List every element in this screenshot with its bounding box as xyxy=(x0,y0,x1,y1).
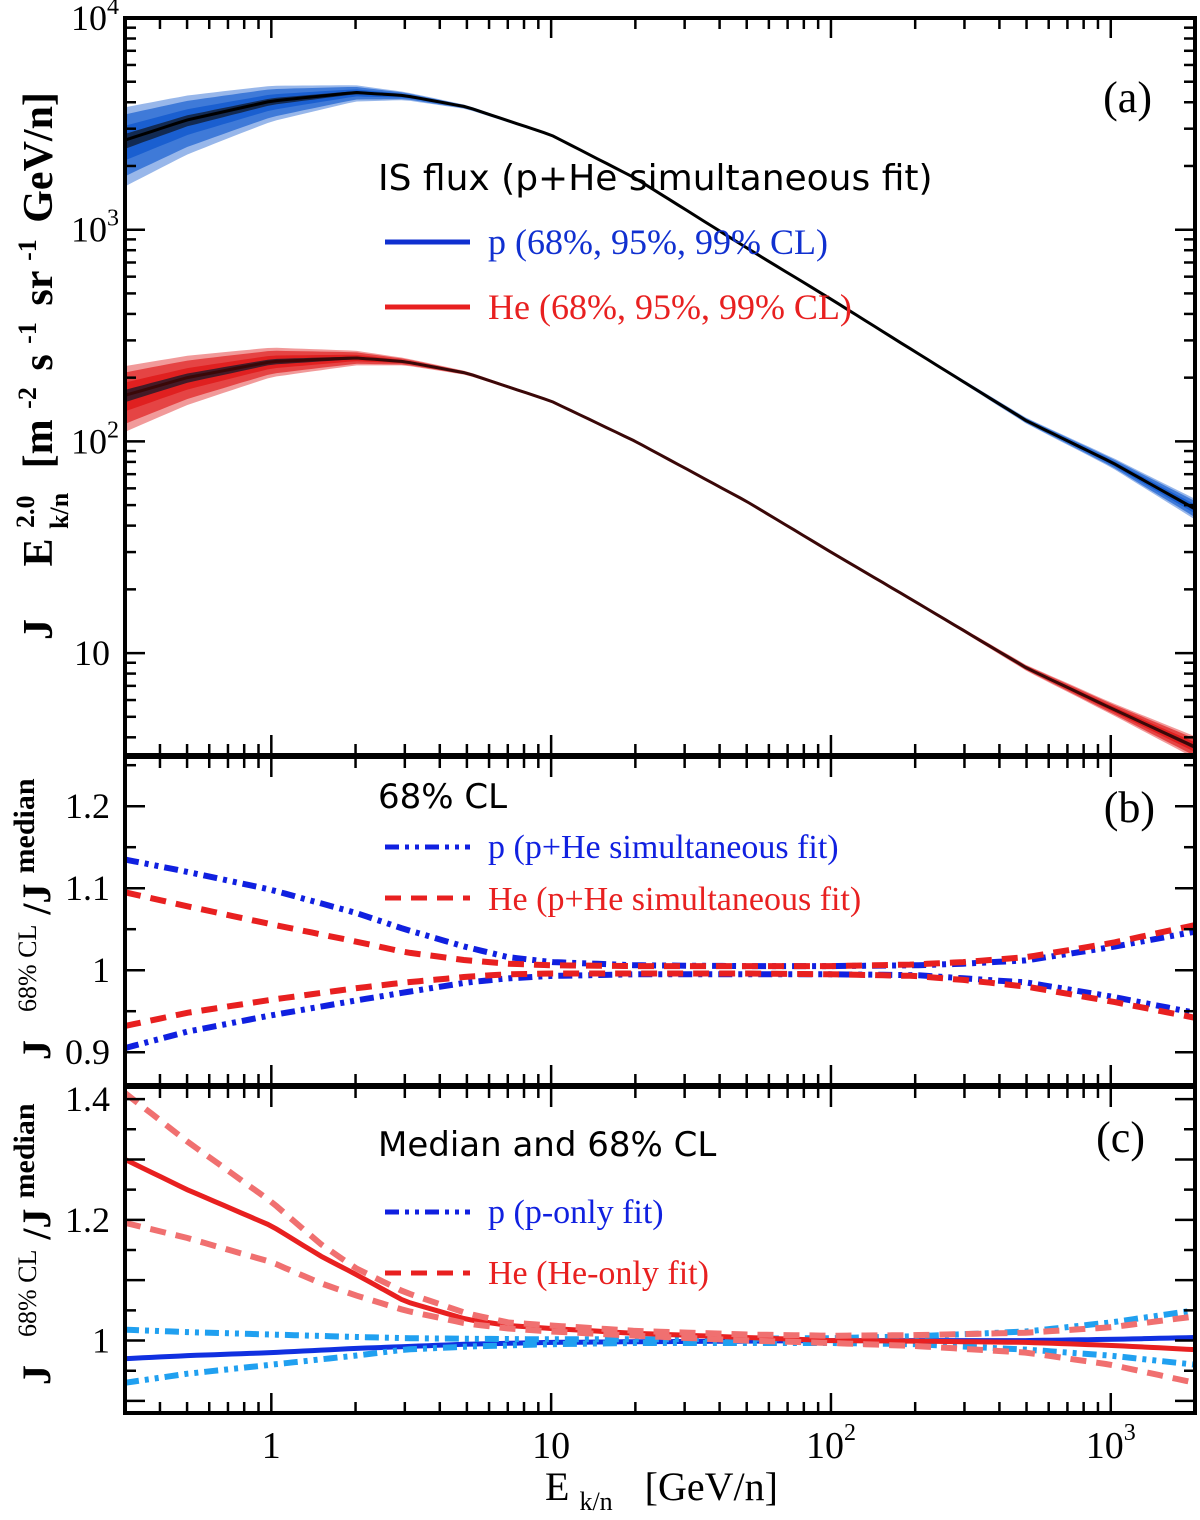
panel-c-ylabel: J 68% CL /J median xyxy=(0,1103,59,1385)
y-tick-label: 1.1 xyxy=(65,868,110,908)
panel-c-p-lower-line xyxy=(125,1340,1195,1386)
y-tick-label: 103 xyxy=(71,206,119,250)
x-tick-label: 102 xyxy=(806,1420,856,1467)
panel-c-p-upper-line xyxy=(125,1307,1195,1343)
x-tick-label: 10 xyxy=(532,1425,570,1467)
panel-c-legend: p (p-only fit) He (He-only fit) xyxy=(385,1194,709,1292)
panel-c-he-lower-line xyxy=(125,1219,1195,1386)
legend-p-only-label: p (p-only fit) xyxy=(488,1194,664,1231)
legend-p-sim-label: p (p+He simultaneous fit) xyxy=(488,829,839,866)
panel-a-title: IS flux (p+He simultaneous fit) xyxy=(378,158,933,199)
y-tick-label: 1 xyxy=(92,1321,110,1361)
p-band-95cl xyxy=(125,87,1195,518)
y-tick-label: 1.2 xyxy=(65,786,110,826)
x-tick-labels: 1 10 102 103 xyxy=(262,1420,1136,1467)
y-tick-label: 1 xyxy=(92,950,110,990)
panel-a-legend: p (68%, 95%, 99% CL) He (68%, 95%, 99% C… xyxy=(385,222,852,327)
x-axis-label: E k/n [GeV/n] xyxy=(545,1464,778,1519)
panel-c-frame xyxy=(123,1085,1197,1415)
he-median-line xyxy=(125,356,1195,749)
panel-b-plot-area: 0.9 1 1.1 1.2 xyxy=(65,757,1197,1085)
panel-a-ylabel: J E 2.0 k/n [m -2 s -1 sr -1 GeV/n] xyxy=(0,92,78,640)
panel-b-tag: (b) xyxy=(1104,783,1155,832)
panel-c-plot-area: 1 1.2 1.4 xyxy=(65,1079,1197,1413)
panel-b-p-lower-line xyxy=(125,971,1195,1051)
legend-he-label: He (68%, 95%, 99% CL) xyxy=(488,287,852,327)
panel-c-title: Median and 68% CL xyxy=(378,1125,716,1165)
panel-b-p-upper-line xyxy=(125,856,1195,970)
panel-c-tag: (c) xyxy=(1096,1113,1145,1162)
panel-b-he-lower-line xyxy=(125,970,1195,1029)
y-tick-label: 10 xyxy=(74,633,110,673)
panel-c-he-upper-line xyxy=(125,1090,1195,1339)
y-tick-label: 1.4 xyxy=(65,1079,110,1119)
x-tick-label: 1 xyxy=(262,1425,281,1467)
y-tick-label: 1.2 xyxy=(65,1200,110,1240)
he-band-99cl xyxy=(125,347,1195,755)
y-tick-label: 0.9 xyxy=(65,1032,110,1072)
y-tick-label: 104 xyxy=(71,0,119,38)
panel-a-series xyxy=(125,85,1195,755)
legend-p-label: p (68%, 95%, 99% CL) xyxy=(488,222,828,262)
panel-c-series xyxy=(125,1090,1195,1386)
legend-he-sim-label: He (p+He simultaneous fit) xyxy=(488,881,861,918)
panel-a-plot-area: 10 102 103 104 xyxy=(71,0,1197,755)
legend-he-only-label: He (He-only fit) xyxy=(488,1255,709,1292)
panel-b-ylabel: J 68% CL /J median xyxy=(0,778,59,1060)
panel-a-tag: (a) xyxy=(1103,73,1152,122)
panel-b-he-upper-line xyxy=(125,889,1195,970)
panel-b-title: 68% CL xyxy=(378,777,507,817)
x-tick-label: 103 xyxy=(1086,1420,1136,1467)
panel-b-series xyxy=(125,856,1195,1051)
panel-b-legend: p (p+He simultaneous fit) He (p+He simul… xyxy=(385,829,861,918)
y-tick-label: 102 xyxy=(71,417,119,461)
p-median-line xyxy=(125,90,1195,511)
